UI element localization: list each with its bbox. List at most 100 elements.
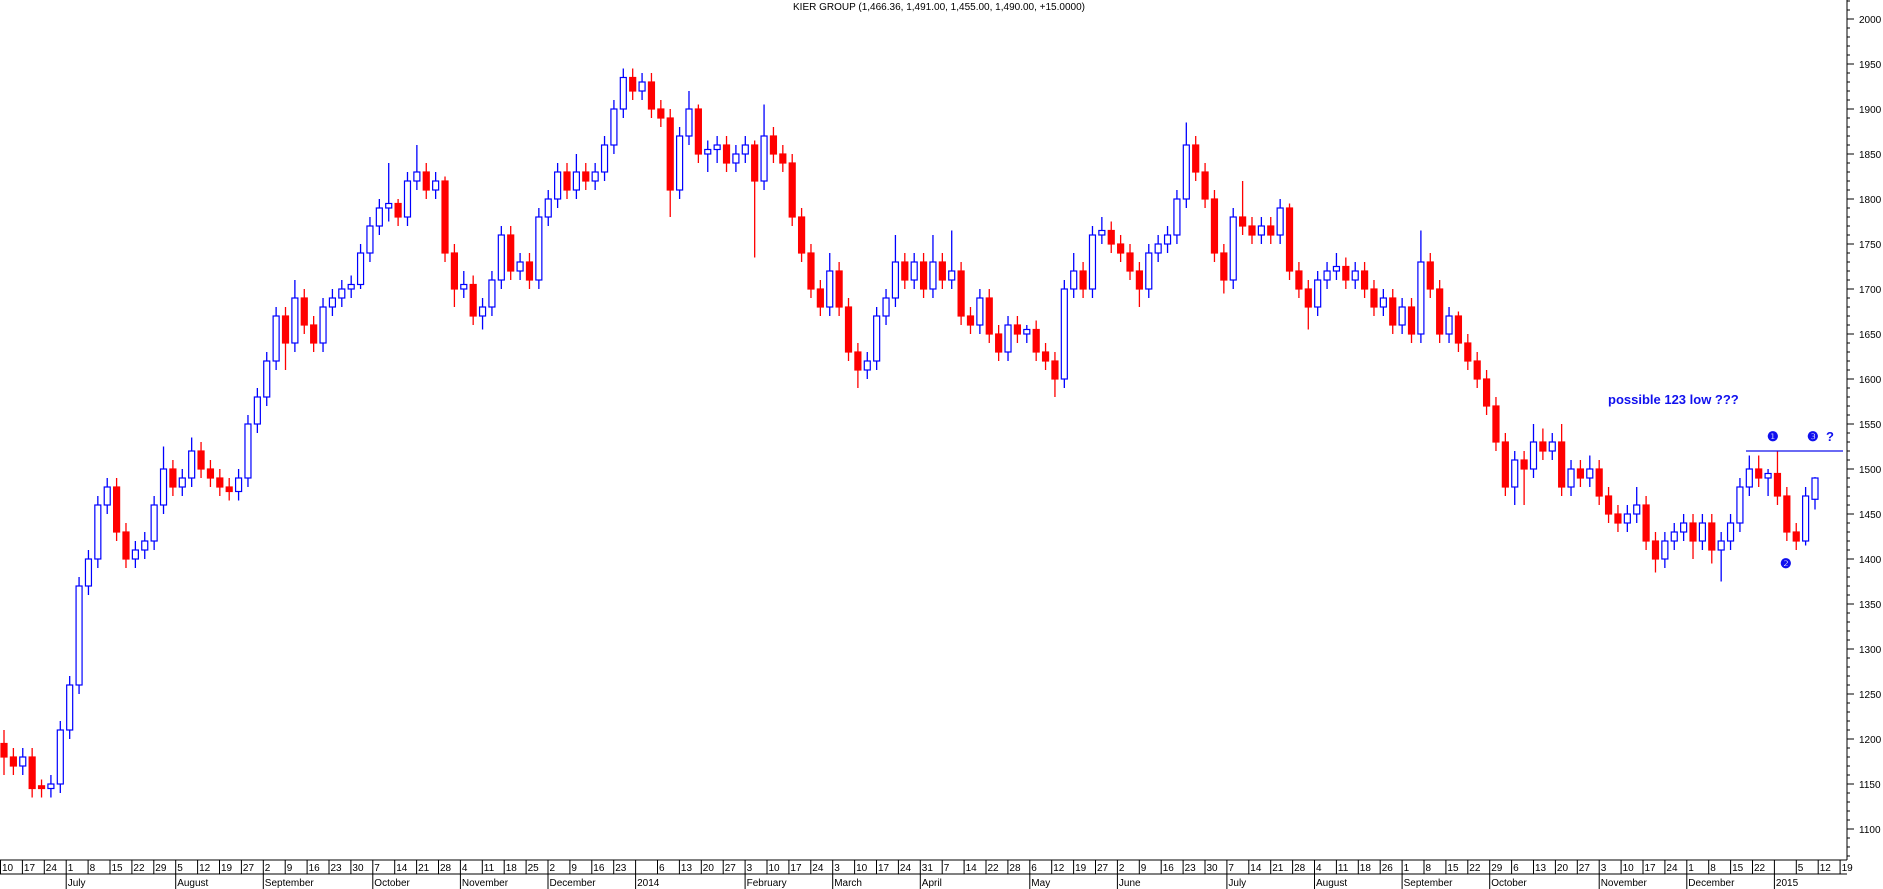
candle bbox=[441, 176, 449, 262]
candle bbox=[1689, 514, 1697, 559]
candle-body bbox=[1323, 270, 1331, 281]
candle-body bbox=[103, 486, 111, 506]
candle-body bbox=[1680, 522, 1688, 533]
x-month-label: November bbox=[462, 878, 509, 889]
candle-body bbox=[1755, 468, 1763, 479]
candle-body bbox=[244, 423, 252, 479]
candle-body bbox=[563, 171, 571, 191]
candle-body bbox=[385, 202, 393, 209]
candle-body bbox=[497, 234, 505, 281]
candle-body bbox=[56, 729, 64, 785]
y-tick-label: 1100 bbox=[1859, 825, 1881, 836]
x-month-label: April bbox=[922, 878, 942, 889]
candle bbox=[901, 253, 909, 289]
candle-body bbox=[779, 153, 787, 164]
candle-body bbox=[722, 144, 731, 164]
x-month-label: August bbox=[1316, 878, 1347, 889]
candle bbox=[807, 244, 815, 298]
candle bbox=[432, 172, 440, 199]
x-month-label: September bbox=[1404, 878, 1454, 889]
candle-body bbox=[281, 315, 290, 344]
candle-body bbox=[1726, 522, 1735, 542]
candle bbox=[328, 289, 337, 316]
candle-body bbox=[704, 148, 712, 155]
x-day-label: 2 bbox=[1119, 863, 1125, 874]
candle-body bbox=[1060, 288, 1068, 380]
x-month-label: June bbox=[1119, 878, 1141, 889]
candle-body bbox=[441, 180, 449, 254]
candle-body bbox=[469, 283, 477, 317]
candle-body bbox=[816, 288, 824, 308]
candle-body bbox=[1088, 234, 1097, 290]
annotation-text: possible 123 low ??? bbox=[1608, 392, 1739, 407]
candle bbox=[1163, 226, 1172, 253]
candle bbox=[1520, 451, 1528, 505]
candle-body bbox=[206, 468, 215, 479]
candle-body bbox=[150, 504, 158, 542]
candle bbox=[460, 271, 468, 298]
candle bbox=[66, 676, 74, 739]
candle-body bbox=[1229, 216, 1237, 281]
y-tick-label: 1650 bbox=[1859, 330, 1882, 341]
x-day-label: 17 bbox=[878, 863, 890, 874]
candle bbox=[751, 140, 759, 258]
x-day-label: 6 bbox=[1513, 863, 1519, 874]
candle-body bbox=[1126, 252, 1134, 272]
candle-body bbox=[1201, 171, 1209, 200]
candle-body bbox=[797, 216, 806, 254]
candle-body bbox=[1370, 288, 1378, 308]
candle bbox=[1811, 477, 1819, 510]
x-day-label: 22 bbox=[988, 863, 1000, 874]
candle-body bbox=[9, 756, 17, 767]
candle-body bbox=[413, 171, 421, 182]
candle bbox=[525, 253, 534, 289]
candle bbox=[403, 172, 412, 226]
x-month-label: October bbox=[374, 878, 410, 889]
candle-body bbox=[1586, 468, 1594, 479]
candle-body bbox=[1051, 360, 1059, 380]
candle-body bbox=[375, 207, 383, 227]
candle bbox=[544, 190, 552, 226]
candle-body bbox=[985, 297, 993, 335]
candle-body bbox=[1614, 513, 1622, 524]
candle-body bbox=[807, 252, 815, 290]
candle-body bbox=[1398, 306, 1406, 326]
x-day-label: 19 bbox=[221, 863, 233, 874]
candle bbox=[113, 478, 121, 541]
x-day-label: 1 bbox=[68, 863, 74, 874]
candle bbox=[19, 748, 27, 775]
x-day-label: 7 bbox=[1228, 863, 1234, 874]
candle bbox=[356, 244, 365, 289]
candle bbox=[554, 163, 562, 208]
candle-body bbox=[1651, 540, 1660, 560]
x-axis: 10 17 24 1 8 15 22 29 5 12 19 27 2 9 16 23 30 7 14 21 28 4 11 1… bbox=[0, 859, 1853, 889]
candle-body bbox=[1342, 265, 1350, 281]
candle bbox=[1145, 244, 1153, 298]
candle-body bbox=[610, 108, 618, 146]
candle bbox=[976, 289, 984, 334]
candle bbox=[1614, 505, 1622, 532]
y-tick-label: 1450 bbox=[1859, 510, 1882, 521]
candle-body bbox=[966, 315, 975, 326]
x-day-label: 14 bbox=[1250, 863, 1262, 874]
x-month-label: March bbox=[834, 878, 862, 889]
candle bbox=[1389, 289, 1397, 334]
candle bbox=[685, 91, 693, 145]
candle bbox=[966, 307, 975, 334]
candle bbox=[338, 280, 346, 307]
x-day-label: 5 bbox=[177, 863, 183, 874]
candle bbox=[1548, 433, 1556, 460]
x-day-label: 20 bbox=[703, 863, 715, 874]
candle bbox=[741, 136, 749, 163]
candle bbox=[206, 460, 215, 487]
y-tick-label: 1200 bbox=[1859, 735, 1882, 746]
candle bbox=[244, 415, 252, 487]
y-tick-label: 1850 bbox=[1859, 150, 1882, 161]
candle bbox=[873, 307, 881, 370]
candle-body bbox=[122, 531, 130, 560]
candle-body bbox=[1501, 441, 1509, 488]
candle bbox=[1436, 280, 1444, 343]
y-tick-label: 1300 bbox=[1859, 645, 1882, 656]
x-day-label: 27 bbox=[243, 863, 255, 874]
